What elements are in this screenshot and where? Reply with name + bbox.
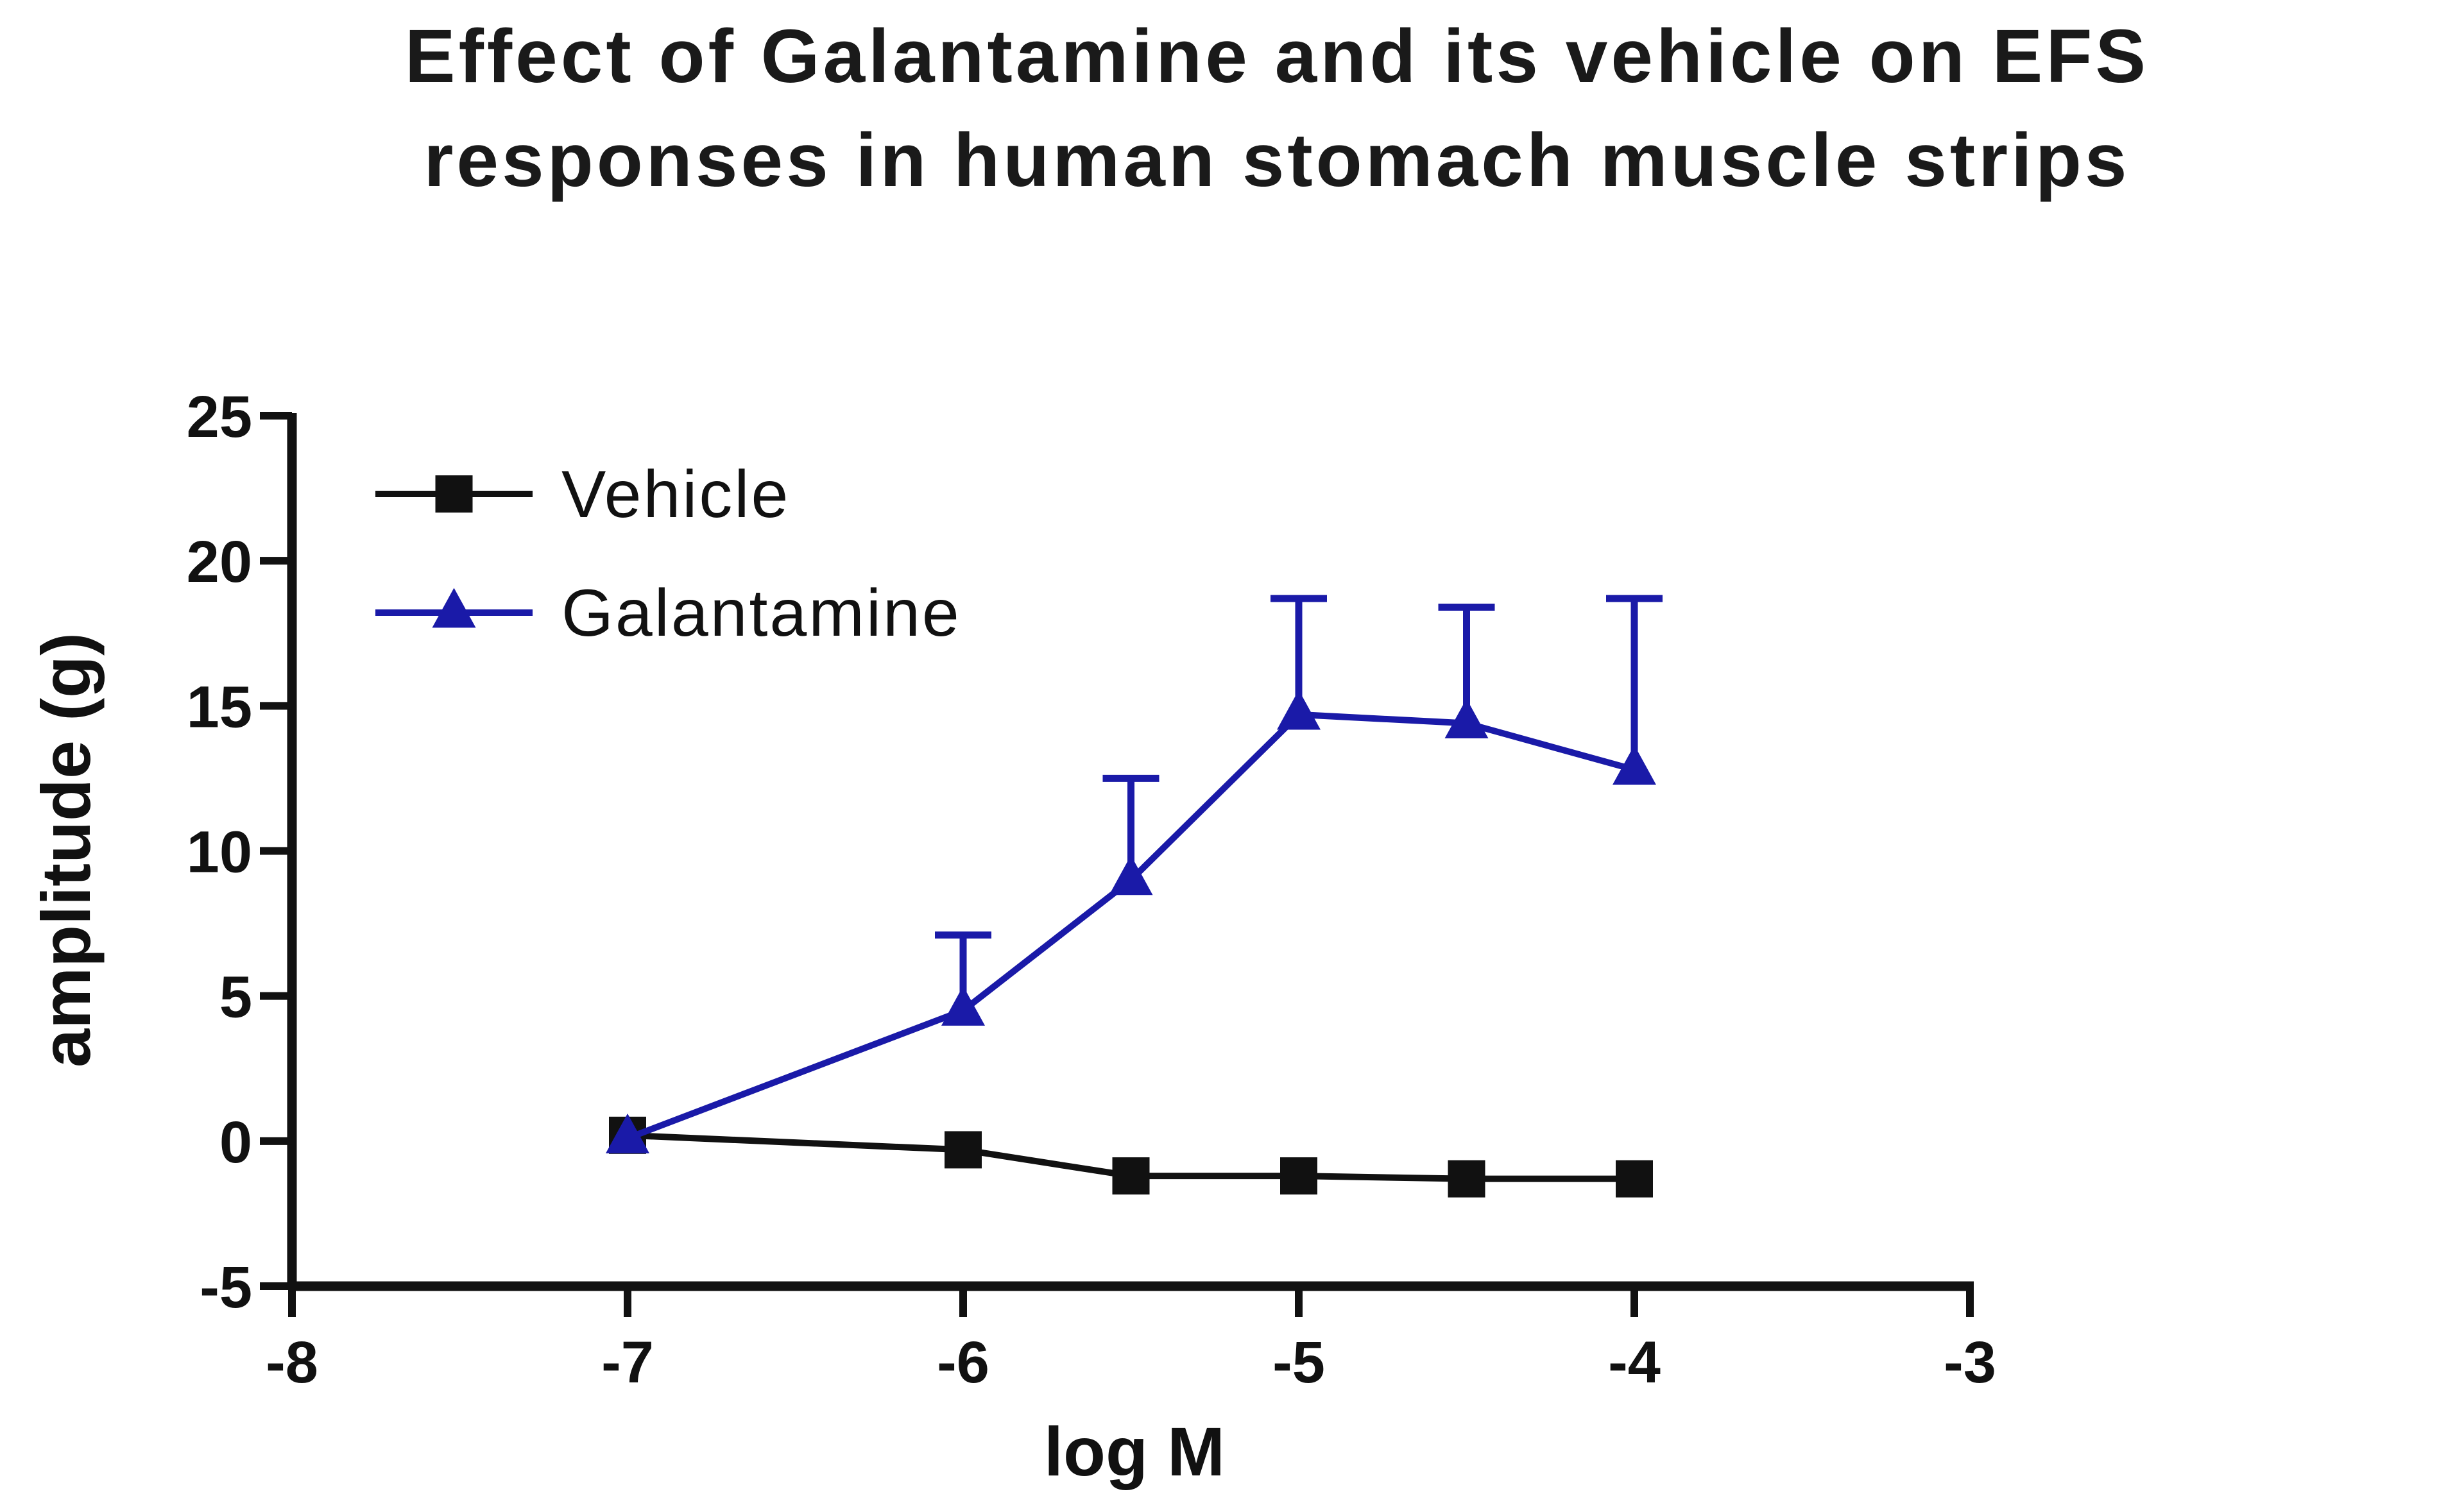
legend-item-galantamine: Galantamine xyxy=(375,576,961,650)
x-tick-label: -3 xyxy=(1944,1330,1996,1395)
data-point xyxy=(945,1131,982,1169)
y-tick-label: -5 xyxy=(200,1255,252,1320)
legend-label: Vehicle xyxy=(561,457,790,532)
y-tick-label: 10 xyxy=(187,820,252,885)
series-galantamine xyxy=(606,595,1663,1153)
x-tick-label: -4 xyxy=(1608,1330,1661,1395)
data-point xyxy=(1277,690,1321,730)
chart-title: Effect of Galantamine and its vehicle on… xyxy=(405,14,2149,203)
data-point xyxy=(1280,1157,1317,1195)
data-point xyxy=(1616,1160,1653,1198)
data-point xyxy=(1444,699,1489,739)
x-tick-label: -5 xyxy=(1272,1330,1325,1395)
series-line xyxy=(626,711,1636,1141)
legend-marker xyxy=(435,475,473,513)
legend-label: Galantamine xyxy=(561,576,961,650)
tick-marks xyxy=(260,412,1974,1317)
legend-item-vehicle: Vehicle xyxy=(375,457,790,532)
y-tick-label: 15 xyxy=(187,674,252,740)
x-tick-label: -7 xyxy=(601,1330,654,1395)
y-tick-label: 5 xyxy=(219,965,252,1030)
legend-marker xyxy=(432,588,476,628)
data-point xyxy=(1613,745,1656,785)
chart-title-line-2: responses in human stomach muscle strips xyxy=(424,118,2130,203)
x-tick-label: -6 xyxy=(937,1330,989,1395)
data-point xyxy=(1112,1157,1150,1195)
tick-labels: -5 0 5 10 15 20 25 -8 -7 -6 -5 -4 -3 xyxy=(187,384,1996,1395)
data-point xyxy=(941,985,985,1026)
data-point xyxy=(606,1113,649,1153)
x-tick-label: -8 xyxy=(266,1330,318,1395)
y-tick-label: 20 xyxy=(187,529,252,595)
y-axis-title: amplitude (g) xyxy=(27,633,105,1067)
chart-title-line-1: Effect of Galantamine and its vehicle on… xyxy=(405,14,2149,99)
series-vehicle xyxy=(609,1116,1653,1198)
series-layer xyxy=(606,595,1663,1198)
x-axis-title: log M xyxy=(1044,1413,1225,1490)
y-tick-label: 25 xyxy=(187,384,252,450)
legend: Vehicle Galantamine xyxy=(375,457,961,650)
data-point xyxy=(1448,1160,1485,1198)
series-line xyxy=(627,1132,1634,1182)
data-point xyxy=(1109,855,1153,896)
y-tick-label: 0 xyxy=(219,1110,252,1175)
